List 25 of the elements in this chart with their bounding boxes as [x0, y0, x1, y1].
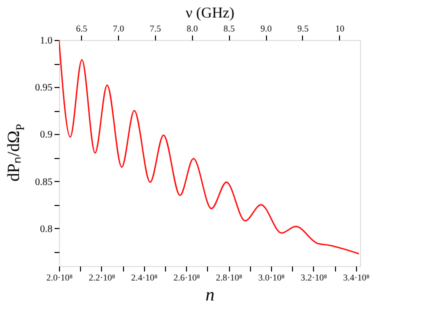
y-tick-label: 0.95 — [35, 82, 52, 94]
line-series — [59, 40, 360, 254]
x-tick-label: 2.8·10⁸ — [216, 272, 242, 282]
y-tick-label: 0.85 — [35, 176, 52, 188]
x2-tick-label: 7.5 — [150, 24, 162, 34]
x2-tick-label: 9.0 — [260, 24, 272, 34]
y-tick-label: 0.9 — [40, 130, 52, 141]
x-tick-label: 2.2·10⁸ — [88, 272, 116, 282]
x2-tick-label: 8.5 — [224, 24, 236, 34]
x2-tick-label: 9.5 — [297, 24, 310, 34]
x2-tick-label: 6.5 — [76, 24, 88, 34]
x-tick-label: 2.4·10⁸ — [131, 272, 158, 282]
x-tick-label: 3.4·10⁸ — [343, 272, 370, 282]
x-tick-label: 3.0·10⁸ — [258, 272, 285, 282]
x-tick-label: 2.0·10⁸ — [46, 272, 73, 282]
x-tick-label: 3.2·10⁸ — [300, 272, 328, 282]
y-tick-label: 0.8 — [40, 224, 52, 235]
x2-tick-label: 7.0 — [112, 24, 125, 34]
x2-axis-title: ν (GHz) — [186, 6, 234, 22]
x-axis-title: n — [206, 284, 214, 304]
y-tick-label: 1.0 — [40, 36, 52, 46]
y-axis-title: dPₙ/dΩP — [4, 123, 27, 182]
x2-tick-label: 8.0 — [186, 24, 198, 34]
x-tick-label: 2.6·10⁸ — [173, 272, 200, 282]
x2-tick-label: 10 — [335, 24, 345, 34]
